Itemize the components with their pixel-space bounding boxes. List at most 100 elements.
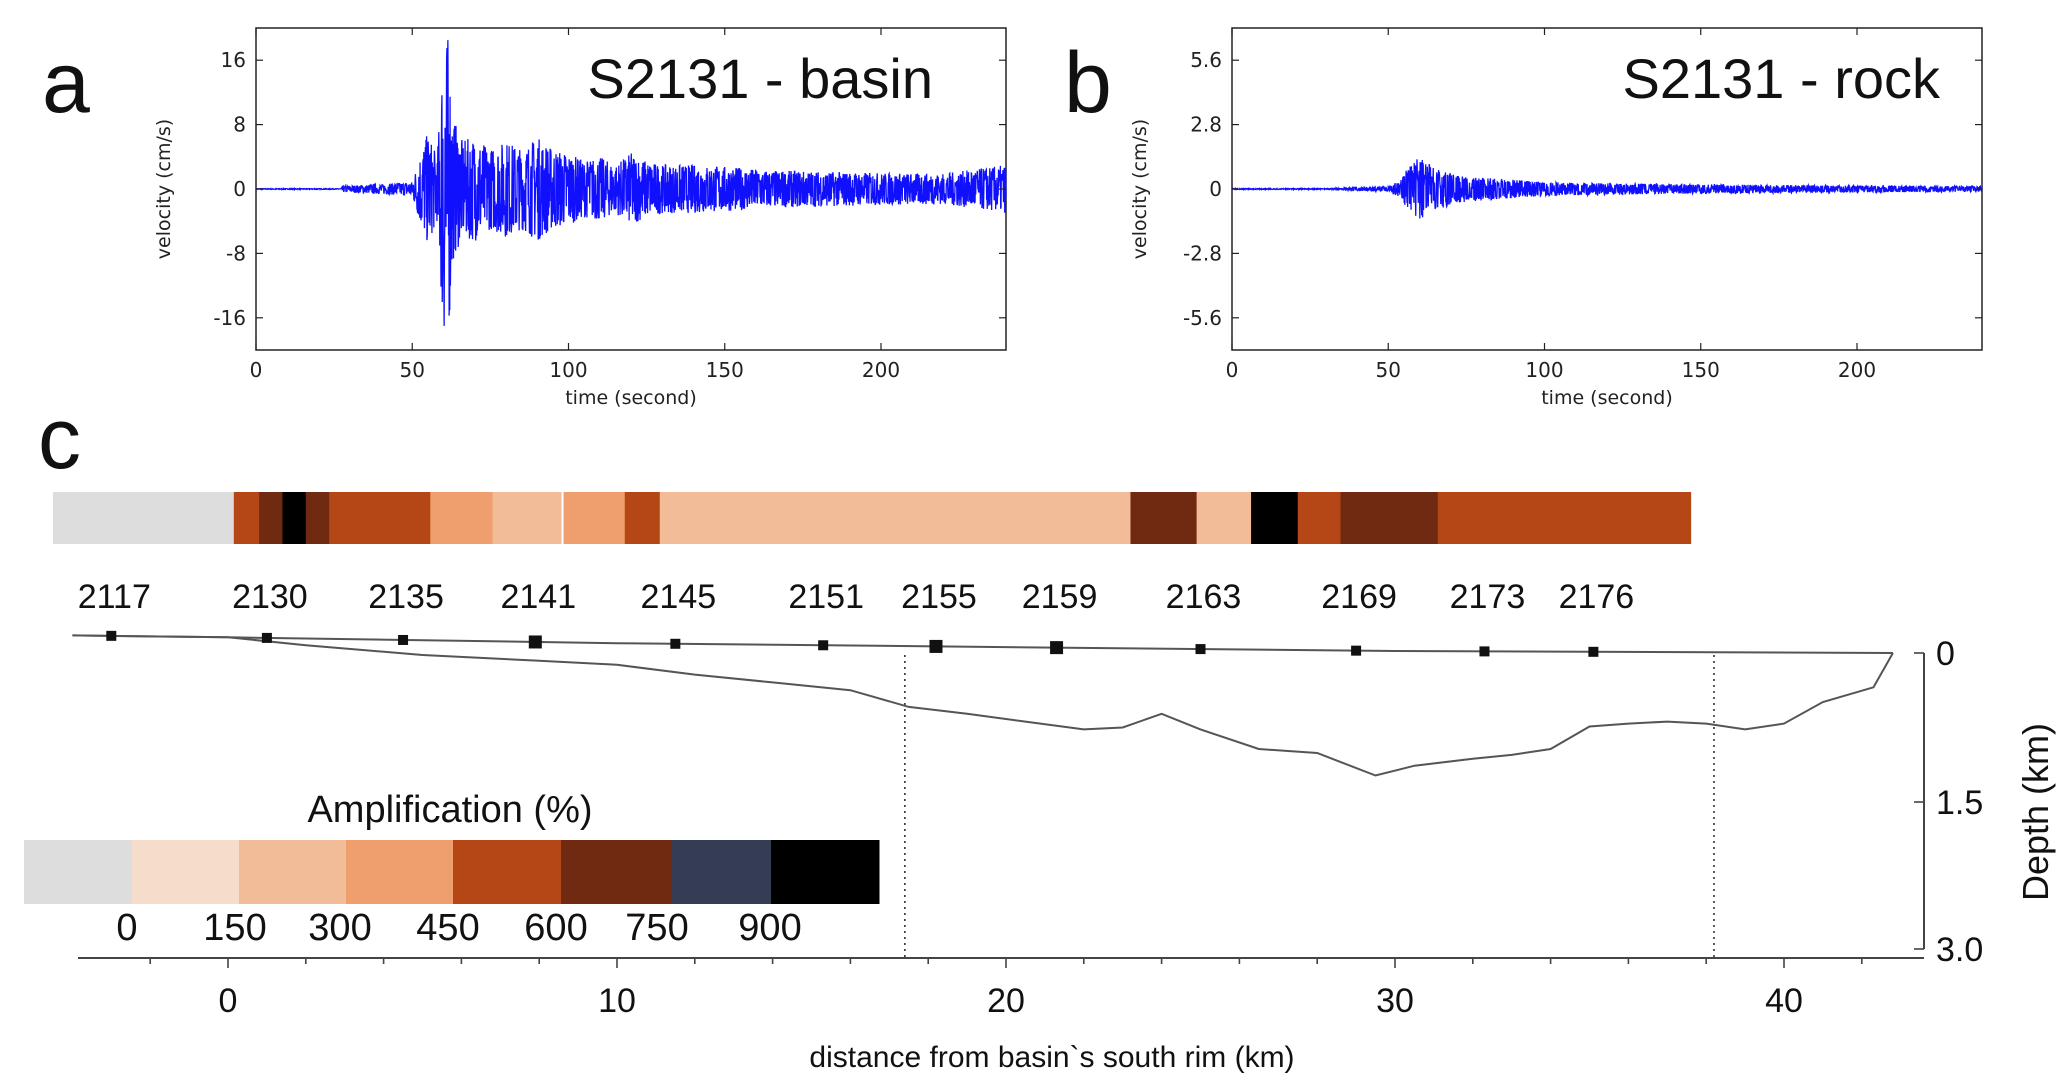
amplification-segment xyxy=(259,492,283,544)
panel-b-ytick-label: -5.6 xyxy=(1183,306,1222,330)
amplification-segment xyxy=(282,492,307,544)
panel-a-ytick-label: 8 xyxy=(233,113,246,137)
station-label-2151: 2151 xyxy=(788,578,864,616)
panel-a-xlabel: time (second) xyxy=(565,387,697,409)
panel-a-trace xyxy=(255,40,1007,326)
panel-b-xtick-label: 50 xyxy=(1376,358,1401,382)
station-marker-2141 xyxy=(528,635,542,649)
surface-line xyxy=(72,634,1893,654)
amplification-segment xyxy=(624,492,661,544)
legend-swatch xyxy=(132,840,240,904)
amplification-divider xyxy=(561,492,564,544)
amplification-segment xyxy=(492,492,564,544)
station-labels: 2117 2130 2135 2141 2145 2151 2155 2159 2163 2169… xyxy=(78,578,1634,616)
station-marker-2130 xyxy=(261,632,272,643)
amplification-segment xyxy=(1437,492,1692,544)
amplification-legend: Amplification (%) 0 150 300 450 600 750 900 xyxy=(24,789,880,949)
panel-a: 16 8 0 -8 -16 0 50 100 150 200 S2131 - basin time… xyxy=(153,27,1007,409)
amplification-segment xyxy=(430,492,494,544)
panel-a-title: S2131 - basin xyxy=(587,47,933,110)
panel-c: 2117 2130 2135 2141 2145 2151 2155 2159 2163 2169… xyxy=(24,492,2056,1074)
panel-label-c: c xyxy=(38,391,81,487)
amplification-segment xyxy=(52,492,235,544)
depth-tick-label: 0 xyxy=(1936,635,1955,673)
amplification-segment xyxy=(305,492,330,544)
panel-a-xtick-label: 150 xyxy=(706,358,744,382)
legend-tick-label: 450 xyxy=(416,907,479,949)
station-label-2141: 2141 xyxy=(500,578,576,616)
legend-swatch xyxy=(771,840,880,904)
panel-b-ytick-label: 5.6 xyxy=(1190,48,1222,72)
amplification-segment xyxy=(659,492,1131,544)
panel-b-title: S2131 - rock xyxy=(1623,47,1941,110)
panel-a-xtick-label: 0 xyxy=(250,358,263,382)
station-marker-2135 xyxy=(398,634,409,645)
panel-b: 5.6 2.8 0 -2.8 -5.6 0 50 100 150 200 S2131 - rock… xyxy=(1129,27,1983,409)
station-label-2155: 2155 xyxy=(901,578,977,616)
panel-b-ticks: 5.6 2.8 0 -2.8 -5.6 0 50 100 150 200 xyxy=(1183,28,1982,382)
station-marker-2163 xyxy=(1195,644,1206,655)
station-markers xyxy=(106,630,1599,657)
station-marker-2155 xyxy=(929,639,943,653)
panel-a-xtick-label: 50 xyxy=(400,358,425,382)
station-label-2130: 2130 xyxy=(232,578,308,616)
station-marker-2151 xyxy=(818,640,829,651)
panel-a-ticks: 16 8 0 -8 -16 0 50 100 150 200 xyxy=(213,28,1006,382)
distance-axis: 0 10 20 30 40 xyxy=(78,957,1924,1020)
station-label-2159: 2159 xyxy=(1022,578,1098,616)
amplification-segment xyxy=(329,492,431,544)
legend-tick-label: 750 xyxy=(625,907,688,949)
basin-cross-section xyxy=(72,634,1894,777)
amplification-segment xyxy=(1130,492,1198,544)
amplification-segment xyxy=(562,492,626,544)
panel-b-ylabel: velocity (cm/s) xyxy=(1129,119,1151,259)
panel-b-ytick-label: 2.8 xyxy=(1190,113,1222,137)
panel-b-xtick-label: 0 xyxy=(1226,358,1239,382)
panel-label-b: b xyxy=(1064,35,1112,131)
amplification-segment xyxy=(1196,492,1252,544)
panel-a-ytick-label: -16 xyxy=(213,306,246,330)
legend-swatch xyxy=(239,840,347,904)
reference-lines xyxy=(904,655,1715,958)
panel-b-waveform xyxy=(1231,159,1983,219)
legend-tick-label: 600 xyxy=(524,907,587,949)
station-marker-2117 xyxy=(106,630,117,641)
panel-b-trace xyxy=(1231,159,1983,219)
amplification-bar xyxy=(52,492,1692,544)
depth-axis: 0 1.5 3.0 xyxy=(1914,635,1983,969)
distance-tick-label: 40 xyxy=(1765,982,1803,1020)
legend-scale: 0 150 300 450 600 750 900 xyxy=(24,840,880,949)
station-marker-2176 xyxy=(1588,646,1599,657)
station-label-2117: 2117 xyxy=(78,578,151,616)
panel-b-ytick-label: 0 xyxy=(1209,177,1222,201)
legend-title: Amplification (%) xyxy=(307,789,592,831)
legend-tick-label: 0 xyxy=(116,907,137,949)
amplification-segment xyxy=(1251,492,1299,544)
station-label-2176: 2176 xyxy=(1559,578,1635,616)
distance-tick-label: 30 xyxy=(1376,982,1414,1020)
legend-swatch xyxy=(346,840,454,904)
depth-tick-label: 1.5 xyxy=(1936,784,1983,822)
depth-tick-label: 3.0 xyxy=(1936,931,1983,969)
panel-a-ytick-label: -8 xyxy=(226,241,246,265)
legend-swatch xyxy=(453,840,562,904)
panel-a-ylabel: velocity (cm/s) xyxy=(153,119,175,259)
station-marker-2159 xyxy=(1050,641,1064,655)
panel-label-a: a xyxy=(42,35,90,131)
legend-swatch xyxy=(561,840,672,904)
basin-floor-line xyxy=(72,634,1894,777)
panel-a-waveform xyxy=(255,40,1007,326)
station-label-2173: 2173 xyxy=(1450,578,1526,616)
distance-tick-label: 20 xyxy=(987,982,1025,1020)
panel-b-xtick-label: 100 xyxy=(1525,358,1563,382)
station-marker-2169 xyxy=(1351,645,1362,656)
panel-b-ytick-label: -2.8 xyxy=(1183,241,1222,265)
station-marker-2145 xyxy=(670,638,681,649)
station-label-2145: 2145 xyxy=(641,578,717,616)
panel-b-xlabel: time (second) xyxy=(1541,387,1673,409)
panel-c-ylabel: Depth (km) xyxy=(2015,723,2056,901)
legend-swatch xyxy=(24,840,133,904)
station-marker-2173 xyxy=(1479,646,1490,657)
amplification-segment xyxy=(1340,492,1439,544)
